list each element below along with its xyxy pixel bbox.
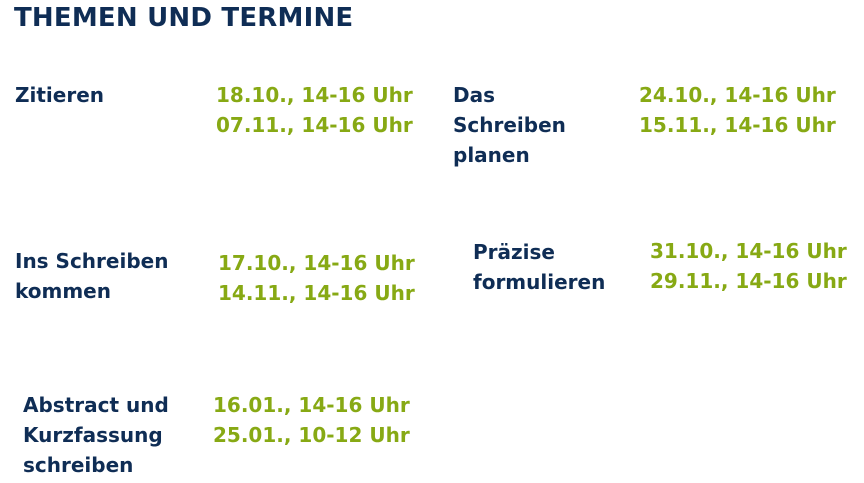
date-entry: 16.01., 14-16 Uhr bbox=[213, 393, 410, 417]
topic-label: Zitieren bbox=[15, 83, 105, 107]
date-entry: 25.01., 10-12 Uhr bbox=[213, 423, 410, 447]
topic-label: formulieren bbox=[473, 270, 606, 294]
date-entry: 18.10., 14-16 Uhr bbox=[216, 83, 413, 107]
dates-schreiben-planen: 24.10., 14-16 Uhr 15.11., 14-16 Uhr bbox=[639, 80, 836, 140]
topic-label: kommen bbox=[15, 279, 111, 303]
date-entry: 14.11., 14-16 Uhr bbox=[218, 281, 415, 305]
date-entry: 15.11., 14-16 Uhr bbox=[639, 113, 836, 137]
topic-label: Präzise bbox=[473, 240, 555, 264]
topic-label: Das bbox=[453, 83, 496, 107]
topic-label: Ins Schreiben bbox=[15, 249, 169, 273]
topic-praezise-formulieren: Präzise formulieren bbox=[473, 237, 605, 297]
page-title: THEMEN UND TERMINE bbox=[14, 3, 354, 33]
date-entry: 07.11., 14-16 Uhr bbox=[216, 113, 413, 137]
topic-ins-schreiben-kommen: Ins Schreiben kommen bbox=[15, 246, 168, 306]
date-entry: 24.10., 14-16 Uhr bbox=[639, 83, 836, 107]
topic-label: Kurzfassung bbox=[23, 423, 163, 447]
topic-label: Schreiben bbox=[453, 113, 566, 137]
dates-zitieren: 18.10., 14-16 Uhr 07.11., 14-16 Uhr bbox=[216, 80, 413, 140]
dates-ins-schreiben-kommen: 17.10., 14-16 Uhr 14.11., 14-16 Uhr bbox=[218, 248, 415, 308]
topic-schreiben-planen: Das Schreiben planen bbox=[453, 80, 566, 170]
topic-abstract-kurzfassung: Abstract und Kurzfassung schreiben bbox=[23, 390, 169, 480]
date-entry: 31.10., 14-16 Uhr bbox=[650, 239, 847, 263]
topic-label: Abstract und bbox=[23, 393, 169, 417]
date-entry: 17.10., 14-16 Uhr bbox=[218, 251, 415, 275]
dates-abstract-kurzfassung: 16.01., 14-16 Uhr 25.01., 10-12 Uhr bbox=[213, 390, 410, 450]
topic-label: schreiben bbox=[23, 453, 134, 477]
topic-label: planen bbox=[453, 143, 530, 167]
dates-praezise-formulieren: 31.10., 14-16 Uhr 29.11., 14-16 Uhr bbox=[650, 236, 847, 296]
topic-zitieren: Zitieren bbox=[15, 80, 104, 110]
date-entry: 29.11., 14-16 Uhr bbox=[650, 269, 847, 293]
